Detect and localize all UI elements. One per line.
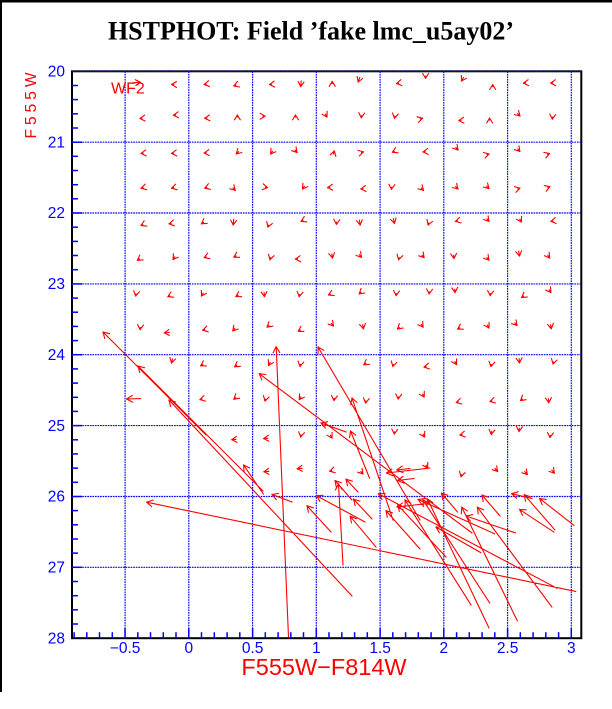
svg-text:0: 0 (184, 640, 193, 657)
svg-text:26: 26 (48, 489, 65, 506)
svg-text:22: 22 (48, 205, 65, 222)
svg-text:1.5: 1.5 (369, 640, 391, 657)
svg-text:2: 2 (439, 640, 448, 657)
svg-text:1: 1 (312, 640, 321, 657)
svg-text:3: 3 (567, 640, 576, 657)
svg-text:21: 21 (48, 134, 65, 151)
svg-text:F555W: F555W (23, 69, 40, 139)
svg-text:HSTPHOT: Field ’fake lmc_u5ay0: HSTPHOT: Field ’fake lmc_u5ay02’ (108, 17, 514, 46)
svg-text:25: 25 (48, 418, 65, 435)
svg-text:28: 28 (48, 630, 65, 647)
svg-text:27: 27 (48, 560, 65, 577)
svg-text:24: 24 (48, 347, 66, 364)
svg-text:−0.5: −0.5 (110, 640, 141, 657)
svg-text:20: 20 (48, 64, 66, 81)
svg-text:23: 23 (48, 276, 65, 293)
svg-text:0.5: 0.5 (242, 640, 264, 657)
svg-text:F555W−F814W: F555W−F814W (241, 654, 407, 680)
svg-text:2.5: 2.5 (497, 640, 519, 657)
